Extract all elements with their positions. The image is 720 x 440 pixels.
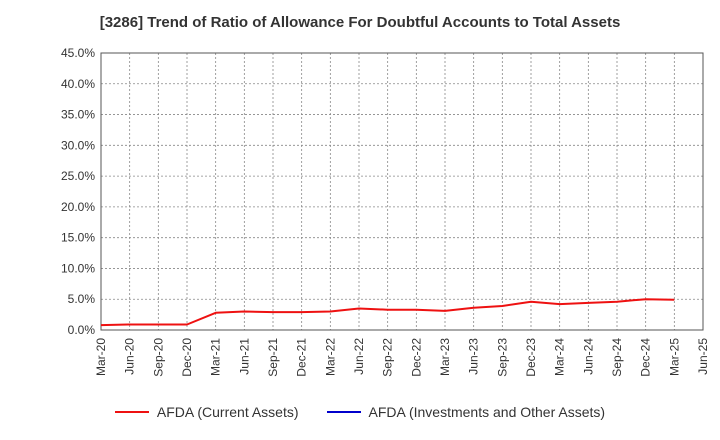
series-line-0 <box>100 298 675 327</box>
plot-border <box>100 52 704 331</box>
x-tick-label: Jun-21 <box>237 338 251 375</box>
x-tick-label: Dec-20 <box>180 338 194 377</box>
chart-title: [3286] Trend of Ratio of Allowance For D… <box>99 14 621 31</box>
x-tick-label: Mar-22 <box>323 338 337 376</box>
x-tick-label: Jun-25 <box>696 338 710 375</box>
x-tick-label: Mar-21 <box>209 338 223 376</box>
x-tick-label: Mar-25 <box>667 338 681 376</box>
x-tick-label: Sep-24 <box>610 338 624 377</box>
x-tick-label: Mar-24 <box>553 338 567 376</box>
axis-layer: 0.0% 5.0% 10.0% 15.0% 20.0% 25.0% 30.0% 35.0% 40… <box>61 46 710 377</box>
plot-background <box>101 53 703 330</box>
legend-item-current-assets[interactable]: AFDA (Current Assets) <box>114 404 299 420</box>
x-tick-label: Dec-22 <box>409 338 423 377</box>
legend-label-current-assets: AFDA (Current Assets) <box>156 404 299 420</box>
y-tick-label: 35.0% <box>61 108 95 122</box>
legend: AFDA (Current Assets) AFDA (Investments … <box>0 404 720 420</box>
x-tick-label: Mar-23 <box>438 338 452 376</box>
x-tick-label: Sep-22 <box>381 338 395 377</box>
y-tick-label: 30.0% <box>61 138 95 152</box>
y-tick-label: 15.0% <box>61 231 95 245</box>
x-tick-label: Sep-21 <box>266 338 280 377</box>
x-tick-label: Mar-20 <box>94 338 108 376</box>
y-tick-label: 25.0% <box>61 169 95 183</box>
y-tick-label: 5.0% <box>68 292 96 306</box>
y-tick-label: 40.0% <box>61 77 95 91</box>
legend-item-investments[interactable]: AFDA (Investments and Other Assets) <box>326 404 606 420</box>
legend-swatch-investments <box>326 411 361 413</box>
x-tick-label: Sep-23 <box>495 338 509 377</box>
x-tick-label: Dec-23 <box>524 338 538 377</box>
series-layer <box>100 298 675 327</box>
y-tick-label: 10.0% <box>61 261 95 275</box>
x-tick-label: Jun-22 <box>352 338 366 375</box>
y-tick-label: 45.0% <box>61 46 95 60</box>
x-tick-label: Dec-24 <box>639 338 653 377</box>
x-tick-label: Jun-24 <box>581 338 595 375</box>
x-tick-label: Sep-20 <box>151 338 165 377</box>
y-tick-label: 0.0% <box>68 323 96 337</box>
grid-layer <box>101 52 703 330</box>
x-tick-label: Jun-20 <box>123 338 137 375</box>
legend-label-investments: AFDA (Investments and Other Assets) <box>368 404 606 420</box>
legend-swatch-current-assets <box>114 411 149 413</box>
x-tick-label: Jun-23 <box>467 338 481 375</box>
x-tick-label: Dec-21 <box>295 338 309 377</box>
y-tick-label: 20.0% <box>61 200 95 214</box>
